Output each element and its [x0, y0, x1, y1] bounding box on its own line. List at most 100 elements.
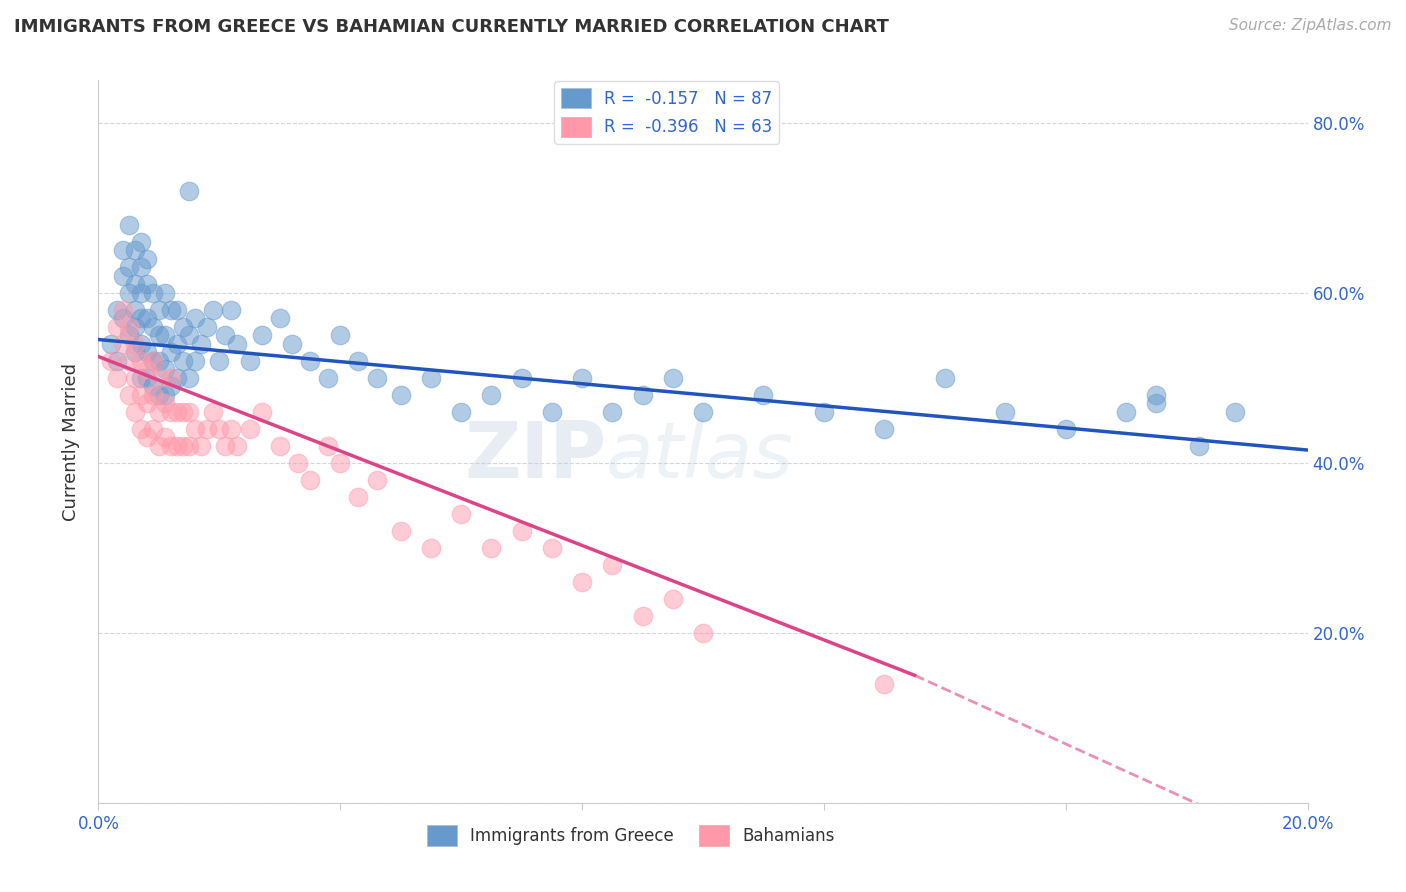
- Point: [124, 302, 146, 317]
- Point: [160, 405, 183, 419]
- Point: [100, 336, 122, 351]
- Point: [129, 235, 152, 249]
- Point: [129, 285, 152, 300]
- Point: [1054, 422, 1077, 436]
- Point: [571, 371, 593, 385]
- Point: [100, 353, 122, 368]
- Point: [135, 252, 157, 266]
- Point: [250, 328, 273, 343]
- Point: [934, 371, 956, 385]
- Point: [166, 371, 188, 385]
- Point: [148, 328, 170, 343]
- Point: [142, 353, 165, 368]
- Point: [571, 574, 593, 589]
- Point: [540, 541, 562, 555]
- Point: [160, 439, 183, 453]
- Point: [1188, 439, 1211, 453]
- Point: [208, 422, 231, 436]
- Point: [142, 388, 165, 402]
- Point: [179, 184, 201, 198]
- Point: [226, 336, 249, 351]
- Point: [190, 336, 212, 351]
- Point: [329, 328, 352, 343]
- Point: [142, 319, 165, 334]
- Point: [692, 405, 714, 419]
- Point: [172, 405, 194, 419]
- Point: [111, 311, 134, 326]
- Point: [179, 328, 201, 343]
- Point: [239, 422, 262, 436]
- Point: [202, 405, 225, 419]
- Point: [153, 396, 176, 410]
- Point: [124, 336, 146, 351]
- Point: [214, 328, 236, 343]
- Point: [166, 336, 188, 351]
- Point: [481, 541, 503, 555]
- Point: [160, 379, 183, 393]
- Point: [692, 625, 714, 640]
- Point: [105, 302, 128, 317]
- Point: [124, 277, 146, 292]
- Point: [142, 422, 165, 436]
- Point: [111, 336, 134, 351]
- Point: [661, 371, 683, 385]
- Point: [602, 558, 624, 572]
- Point: [316, 439, 339, 453]
- Point: [873, 422, 896, 436]
- Point: [184, 422, 207, 436]
- Point: [111, 302, 134, 317]
- Point: [172, 319, 194, 334]
- Point: [129, 260, 152, 275]
- Point: [269, 311, 291, 326]
- Point: [111, 268, 134, 283]
- Point: [142, 353, 165, 368]
- Point: [129, 388, 152, 402]
- Point: [166, 302, 188, 317]
- Point: [153, 285, 176, 300]
- Point: [250, 405, 273, 419]
- Point: [148, 302, 170, 317]
- Point: [221, 422, 243, 436]
- Point: [160, 345, 183, 359]
- Point: [1223, 405, 1246, 419]
- Point: [389, 524, 412, 538]
- Point: [813, 405, 835, 419]
- Point: [105, 353, 128, 368]
- Point: [148, 388, 170, 402]
- Point: [481, 388, 503, 402]
- Point: [184, 311, 207, 326]
- Point: [124, 244, 146, 258]
- Point: [166, 439, 188, 453]
- Point: [153, 328, 176, 343]
- Point: [142, 285, 165, 300]
- Point: [148, 405, 170, 419]
- Point: [124, 371, 146, 385]
- Point: [226, 439, 249, 453]
- Point: [118, 260, 141, 275]
- Point: [153, 388, 176, 402]
- Point: [118, 328, 141, 343]
- Point: [994, 405, 1017, 419]
- Point: [190, 439, 212, 453]
- Point: [129, 336, 152, 351]
- Point: [148, 371, 170, 385]
- Point: [172, 353, 194, 368]
- Point: [142, 379, 165, 393]
- Point: [221, 302, 243, 317]
- Point: [124, 405, 146, 419]
- Point: [329, 456, 352, 470]
- Point: [135, 277, 157, 292]
- Legend: Immigrants from Greece, Bahamians: Immigrants from Greece, Bahamians: [420, 819, 841, 852]
- Point: [510, 371, 533, 385]
- Text: ZIP: ZIP: [464, 418, 606, 494]
- Point: [135, 396, 157, 410]
- Point: [347, 490, 370, 504]
- Point: [118, 218, 141, 232]
- Point: [135, 345, 157, 359]
- Point: [105, 371, 128, 385]
- Point: [602, 405, 624, 419]
- Text: atlas: atlas: [606, 418, 794, 494]
- Point: [450, 405, 472, 419]
- Point: [195, 319, 218, 334]
- Text: Source: ZipAtlas.com: Source: ZipAtlas.com: [1229, 18, 1392, 33]
